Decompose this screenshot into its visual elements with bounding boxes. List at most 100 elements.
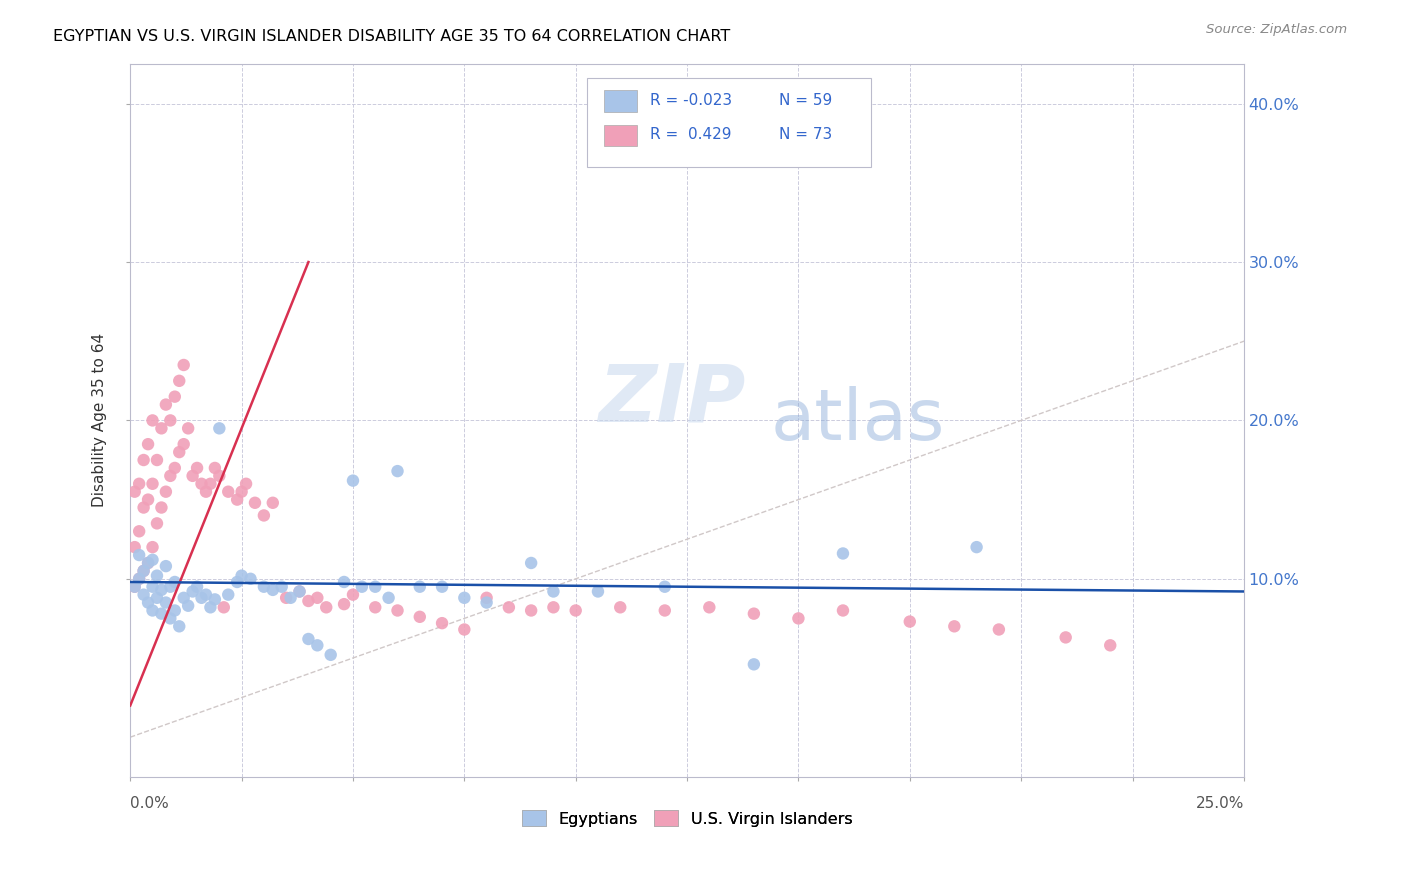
Point [159,611,181,625]
Point [200,476,222,491]
Point [787,611,810,625]
Point [742,607,765,621]
Point [654,580,676,594]
Point [377,591,399,605]
Point [124,540,146,554]
Point [146,591,169,605]
Point [181,468,204,483]
Point [280,591,302,605]
Text: atlas: atlas [770,386,945,455]
Point [387,603,409,617]
Point [167,619,190,633]
Point [132,588,155,602]
Point [1099,638,1122,652]
Legend: Egyptians, U.S. Virgin Islanders: Egyptians, U.S. Virgin Islanders [516,804,859,833]
Point [136,437,159,451]
Point [181,584,204,599]
Point [190,591,212,605]
Point [190,476,212,491]
Text: Source: ZipAtlas.com: Source: ZipAtlas.com [1206,23,1347,37]
Point [297,594,319,608]
Point [200,600,222,615]
Point [543,600,565,615]
Text: ZIP: ZIP [598,360,745,438]
Point [163,461,186,475]
Point [253,508,276,523]
Point [155,559,177,574]
Point [409,609,432,624]
Point [128,476,150,491]
Point [262,496,284,510]
Point [124,484,146,499]
Point [231,484,253,499]
Point [173,358,195,372]
Point [231,568,253,582]
Text: 0.0%: 0.0% [131,796,169,811]
Point [288,584,311,599]
Point [155,596,177,610]
Point [194,588,217,602]
Point [194,484,217,499]
Point [141,540,163,554]
Point [943,619,966,633]
Point [141,580,163,594]
Point [243,496,266,510]
Point [186,461,208,475]
Point [453,623,475,637]
Text: R =  0.429: R = 0.429 [651,128,731,142]
Point [342,588,364,602]
Point [430,616,453,631]
Point [498,600,520,615]
Point [430,580,453,594]
Point [239,572,262,586]
Point [453,591,475,605]
Point [167,445,190,459]
Point [124,580,146,594]
Point [150,421,173,435]
Point [146,516,169,531]
Point [208,468,231,483]
Point [475,591,498,605]
Point [270,580,292,594]
Point [217,588,239,602]
Point [307,591,329,605]
Point [315,600,337,615]
Point [124,580,146,594]
Point [204,592,226,607]
Point [364,600,387,615]
Text: EGYPTIAN VS U.S. VIRGIN ISLANDER DISABILITY AGE 35 TO 64 CORRELATION CHART: EGYPTIAN VS U.S. VIRGIN ISLANDER DISABIL… [53,29,731,44]
Point [177,421,200,435]
Point [520,556,543,570]
Point [141,553,163,567]
Point [898,615,921,629]
Text: N = 73: N = 73 [779,128,832,142]
Point [132,564,155,578]
FancyBboxPatch shape [603,125,637,146]
Point [146,453,169,467]
Point [226,574,249,589]
Point [212,600,235,615]
Point [543,584,565,599]
Point [235,476,257,491]
Point [832,546,855,560]
Point [128,572,150,586]
Point [163,603,186,617]
Point [136,492,159,507]
Point [520,603,543,617]
Point [333,574,356,589]
Point [364,580,387,594]
Point [173,437,195,451]
Point [177,599,200,613]
Point [288,584,311,599]
Point [987,623,1010,637]
Point [167,374,190,388]
Point [832,603,855,617]
Point [159,468,181,483]
Point [136,596,159,610]
Point [159,413,181,427]
Point [342,474,364,488]
Point [262,582,284,597]
Point [128,548,150,562]
Point [136,556,159,570]
Point [654,603,676,617]
